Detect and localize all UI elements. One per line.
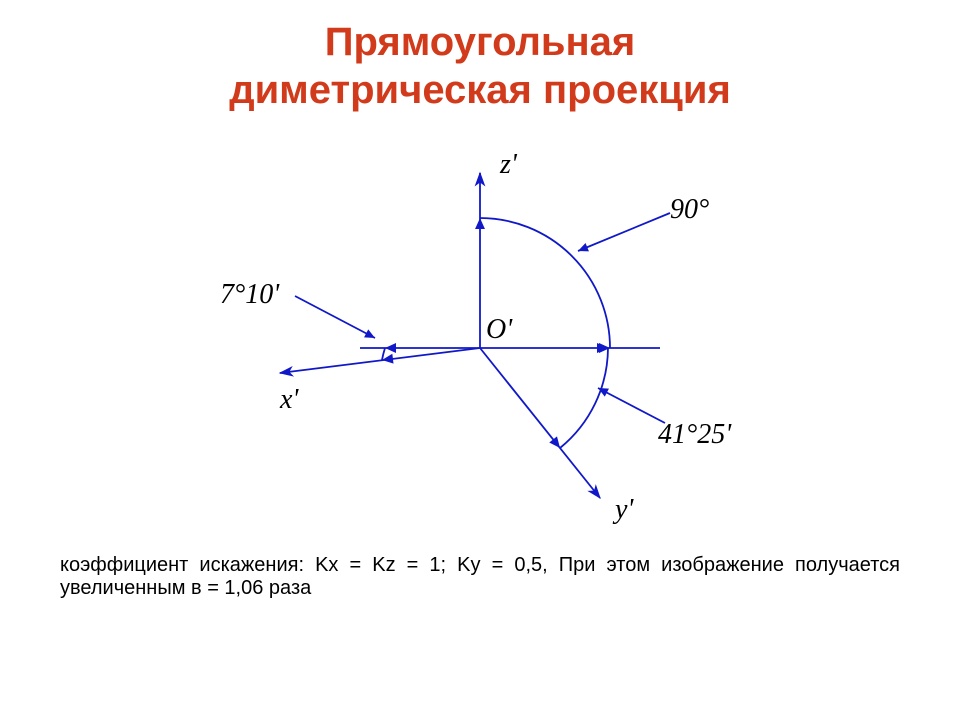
svg-text:O': O' [486, 314, 513, 345]
diagram-container: O' x' y' z' 7°10' 41°25' 90° [0, 118, 960, 548]
svg-text:7°10': 7°10' [220, 279, 280, 310]
page-title: Прямоугольная диметрическая проекция [0, 0, 960, 118]
svg-text:z': z' [499, 149, 518, 180]
dimetric-axes-diagram: O' x' y' z' 7°10' 41°25' 90° [160, 118, 800, 548]
title-line-1: Прямоугольная [0, 18, 960, 66]
caption-text: коэффициент искажения: Kx = Kz = 1; Ky =… [0, 554, 960, 600]
svg-text:y': y' [612, 494, 634, 525]
svg-text:x': x' [279, 384, 299, 415]
svg-text:41°25': 41°25' [658, 419, 732, 450]
svg-text:90°: 90° [670, 194, 709, 225]
title-line-2: диметрическая проекция [0, 66, 960, 114]
